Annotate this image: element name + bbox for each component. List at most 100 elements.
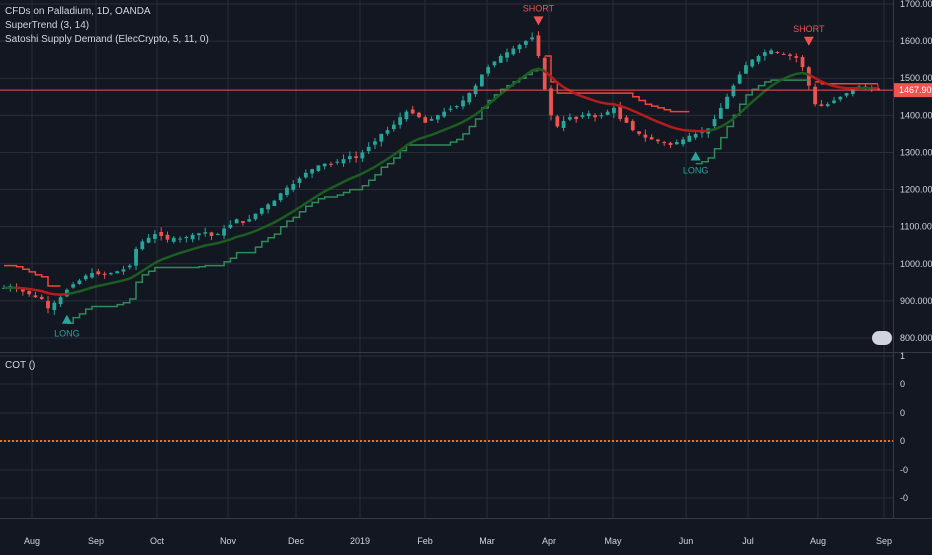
symbol-title: CFDs on Palladium, 1D, OANDA [5,6,151,18]
candle-body [832,100,836,102]
candle-body [587,113,591,116]
candle-body [342,159,346,163]
candle-body [122,269,126,271]
candle-body [235,219,239,223]
candle-body [172,238,176,242]
candle-body [757,56,761,62]
candle-body [486,67,490,73]
x-tick-label: May [604,536,622,546]
candle-body [266,204,270,209]
candle-body [731,86,735,97]
candle-body [386,130,390,133]
candle-body [260,208,264,214]
y-tick-label: 1000.000 [900,259,932,269]
long-signal-label: LONG [683,165,709,175]
sub-y-tick-label: 0 [900,408,905,418]
candle-body [518,45,522,49]
x-tick-label: Sep [88,536,104,546]
candle-body [247,219,251,221]
cot-pane-title: COT () [5,360,35,372]
candle-body [687,136,691,142]
candle-body [499,56,503,63]
candle-body [27,291,31,294]
candle-body [40,297,44,299]
candle-body [272,201,276,206]
candle-body [801,57,805,67]
candle-body [398,117,402,125]
candle-body [392,125,396,129]
candle-body [405,112,409,120]
y-tick-label: 1200.000 [900,185,932,195]
candle-body [505,52,509,57]
candle-body [719,108,723,119]
x-tick-label: Jun [679,536,694,546]
sub-y-tick-label: 1 [900,351,905,361]
candle-body [291,184,295,190]
candle-body [210,232,214,236]
candle-body [128,266,132,268]
current-price-label: 1467.900 [899,85,932,95]
candle-body [455,106,459,107]
x-tick-label: Jul [742,536,754,546]
candle-body [467,93,471,102]
candle-body [643,135,647,138]
candle-body [549,88,553,115]
candle-body [530,37,534,39]
candle-body [298,178,302,183]
y-tick-label: 1600.000 [900,36,932,46]
candle-body [317,165,321,171]
candle-body [738,75,742,84]
candle-body [449,109,453,110]
x-tick-label: Mar [479,536,495,546]
y-tick-label: 1700.000 [900,0,932,9]
candle-body [713,119,717,126]
y-tick-label: 1500.000 [900,73,932,83]
candle-body [637,131,641,134]
candle-body [442,112,446,117]
candle-body [625,117,629,122]
candle-body [436,115,440,119]
candle-body [568,117,572,119]
candle-body [763,52,767,56]
candle-body [279,193,283,200]
candle-body [820,104,824,106]
candle-body [593,115,597,117]
candle-body [159,232,163,236]
x-tick-label: Nov [220,536,237,546]
candle-body [166,235,170,240]
candle-body [838,97,842,100]
candle-body [103,274,107,275]
candle-body [373,141,377,144]
long-signal-label: LONG [54,329,80,339]
candle-body [776,52,780,53]
candle-body [725,97,729,109]
candle-body [78,280,82,284]
candle-body [744,65,748,73]
candle-body [379,134,383,142]
candle-body [191,235,195,239]
candle-body [662,142,666,143]
candle-body [826,104,830,106]
candle-body [329,164,333,165]
candle-body [178,239,182,240]
candle-body [147,238,151,243]
y-tick-label: 1100.000 [900,222,932,232]
candle-body [304,173,308,178]
candle-body [461,100,465,106]
candle-body [84,276,88,280]
candle-body [134,249,138,266]
candle-body [354,156,358,158]
candle-body [153,234,157,239]
candle-body [813,87,817,104]
candle-body [581,115,585,117]
x-tick-label: Feb [417,536,433,546]
supply-demand-legend: Satoshi Supply Demand (ElecCrypto, 5, 11… [5,34,209,46]
supertrend-legend: SuperTrend (3, 14) [5,20,89,32]
candle-body [750,60,754,67]
candle-body [555,116,559,126]
sub-y-tick-label: -0 [900,493,908,503]
candle-body [285,188,289,195]
